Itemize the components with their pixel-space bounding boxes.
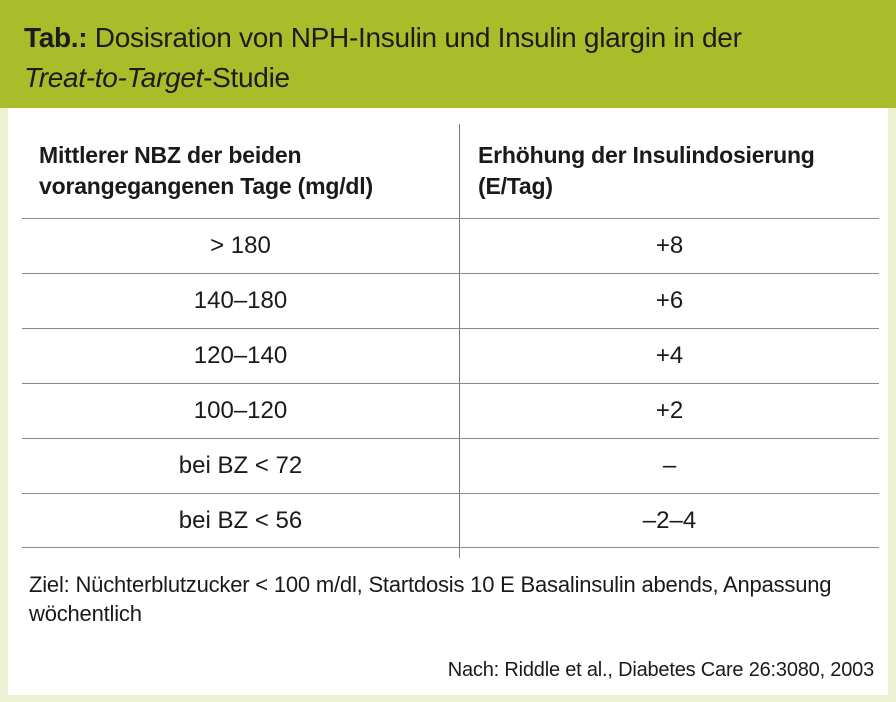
column-header-dose-change: Erhöhung der Insulindosierung (E/Tag) xyxy=(478,140,868,202)
column-divider xyxy=(459,124,460,558)
dosage-table: Mittlerer NBZ der beiden vorangegangenen… xyxy=(22,124,879,558)
table-row: bei BZ < 56 –2–4 xyxy=(22,493,879,548)
table-caption-header: Tab.: Dosisration von NPH-Insulin und In… xyxy=(0,0,896,108)
nbz-cell: 100–120 xyxy=(193,397,288,424)
column-header-nbz-line1: Mittlerer NBZ der beiden xyxy=(39,142,302,168)
column-header-nbz-line2: vorangegangenen Tage (mg/dl) xyxy=(39,173,373,199)
table-row: 100–120 +2 xyxy=(22,383,879,438)
dose-change-cell: +8 xyxy=(655,232,684,259)
caption-title-line2-rest: -Studie xyxy=(203,62,290,93)
nbz-cell: 120–140 xyxy=(193,342,288,369)
dose-change-cell: +6 xyxy=(655,287,684,314)
column-header-dose-line2: (E/Tag) xyxy=(478,173,553,199)
nbz-cell: 140–180 xyxy=(193,287,288,314)
nbz-cell: > 180 xyxy=(210,232,271,259)
nbz-cell: bei BZ < 72 xyxy=(178,452,303,479)
dose-change-cell: +4 xyxy=(655,342,684,369)
source-citation: Nach: Riddle et al., Diabetes Care 26:30… xyxy=(447,659,874,681)
column-header-nbz: Mittlerer NBZ der beiden vorangegangenen… xyxy=(39,140,449,202)
dose-change-cell: –2–4 xyxy=(642,507,697,534)
caption-line-1: Tab.: Dosisration von NPH-Insulin und In… xyxy=(24,18,872,58)
table-row: > 180 +8 xyxy=(22,218,879,273)
column-header-dose-line1: Erhöhung der Insulindosierung xyxy=(478,142,815,168)
dose-change-cell: +2 xyxy=(655,397,684,424)
table-footnote: Ziel: Nüchterblutzucker < 100 m/dl, Star… xyxy=(29,572,832,626)
table-panel: Mittlerer NBZ der beiden vorangegangenen… xyxy=(8,108,888,695)
table-body: > 180 +8 140–180 +6 120–140 +4 100–120 +… xyxy=(22,218,879,548)
caption-title-line1: Dosisration von NPH-Insulin und Insulin … xyxy=(94,22,742,53)
nbz-cell: bei BZ < 56 xyxy=(178,507,303,534)
caption-study-name: Treat-to-Target xyxy=(24,62,204,93)
dose-change-cell: – xyxy=(662,452,677,479)
table-row: bei BZ < 72 – xyxy=(22,438,879,493)
caption-label: Tab.: xyxy=(24,22,88,53)
caption-line-2: Treat-to-Target-Studie xyxy=(24,58,872,98)
table-row: 120–140 +4 xyxy=(22,328,879,383)
table-header-row: Mittlerer NBZ der beiden vorangegangenen… xyxy=(22,124,879,218)
table-row: 140–180 +6 xyxy=(22,273,879,328)
